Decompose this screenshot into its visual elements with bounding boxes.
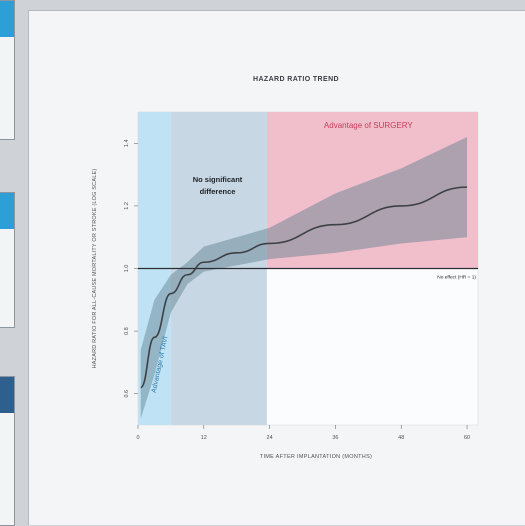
no-difference-annotation: No significant [193, 175, 243, 184]
hazard-ratio-line [139, 186, 468, 389]
panel-header [0, 1, 14, 37]
x-tick-label: 48 [398, 435, 404, 441]
region-surgery [266, 112, 478, 269]
reference-annotation: No effect (HR = 1) [437, 275, 476, 281]
y-tick-label: 1.4 [124, 139, 130, 147]
x-tick-label: 60 [464, 435, 470, 441]
panel-header [0, 193, 14, 229]
no-difference-annotation-line2: difference [200, 187, 236, 196]
panel-header [0, 377, 14, 413]
chart-title: HAZARD RATIO TREND [252, 76, 339, 83]
left-panel-middle [0, 192, 15, 328]
x-tick-label: 0 [136, 435, 139, 441]
left-panel-top [0, 0, 15, 140]
surgery-annotation: Advantage of SURGERY [324, 121, 413, 130]
x-tick-label: 36 [332, 435, 338, 441]
y-tick-label: 0.8 [124, 327, 130, 335]
y-tick-label: 1.0 [124, 265, 130, 273]
y-tick-label: 1.2 [124, 202, 130, 210]
x-tick-label: 12 [201, 435, 207, 441]
x-tick-label: 24 [267, 435, 273, 441]
y-tick-label: 0.6 [124, 390, 130, 398]
x-axis-label: TIME AFTER IMPLANTATION (MONTHS) [260, 454, 372, 460]
y-axis-label: HAZARD RATIO FOR ALL-CAUSE MORTALITY OR … [92, 169, 98, 369]
